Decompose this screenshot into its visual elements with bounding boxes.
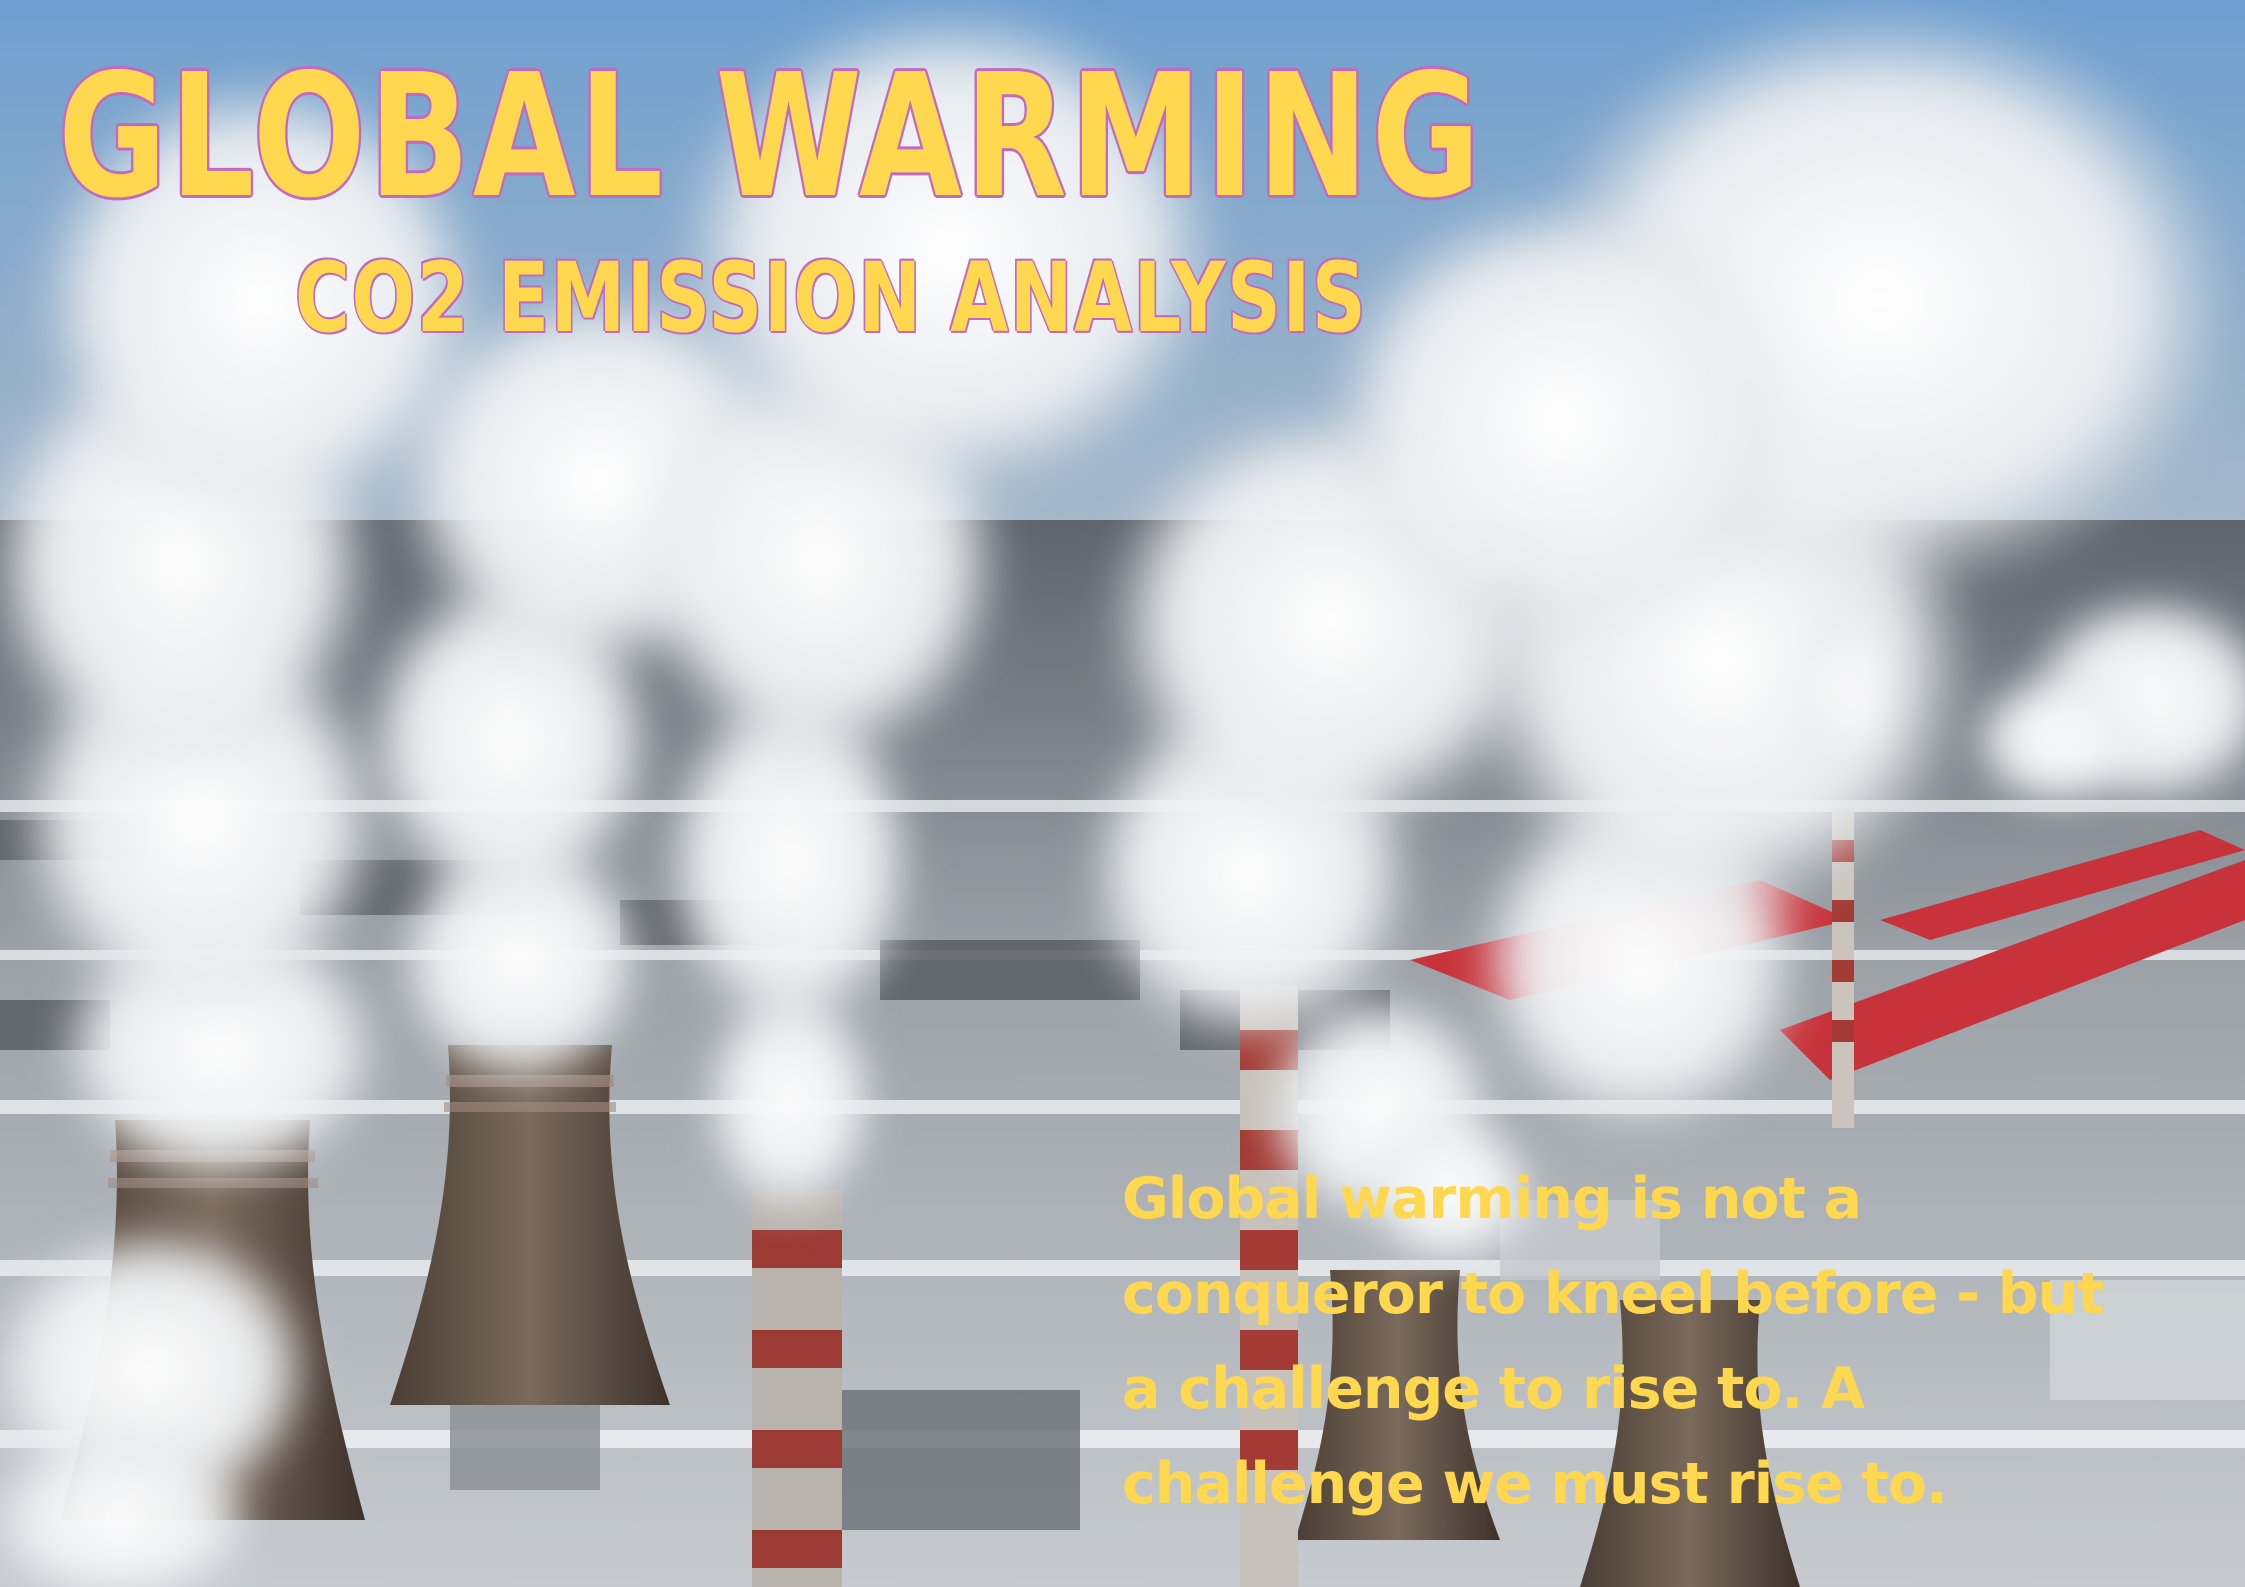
cooling-tower-4 — [1580, 1300, 1800, 1587]
poster-title: GLOBAL WARMING — [58, 38, 1484, 236]
cooling-tower-3 — [1295, 1270, 1500, 1540]
poster-quote: Global warming is not a conqueror to kne… — [1122, 1166, 2104, 1517]
poster-subtitle: CO2 EMISSION ANALYSIS — [295, 242, 1368, 354]
chimney-stack-1 — [752, 1190, 842, 1587]
